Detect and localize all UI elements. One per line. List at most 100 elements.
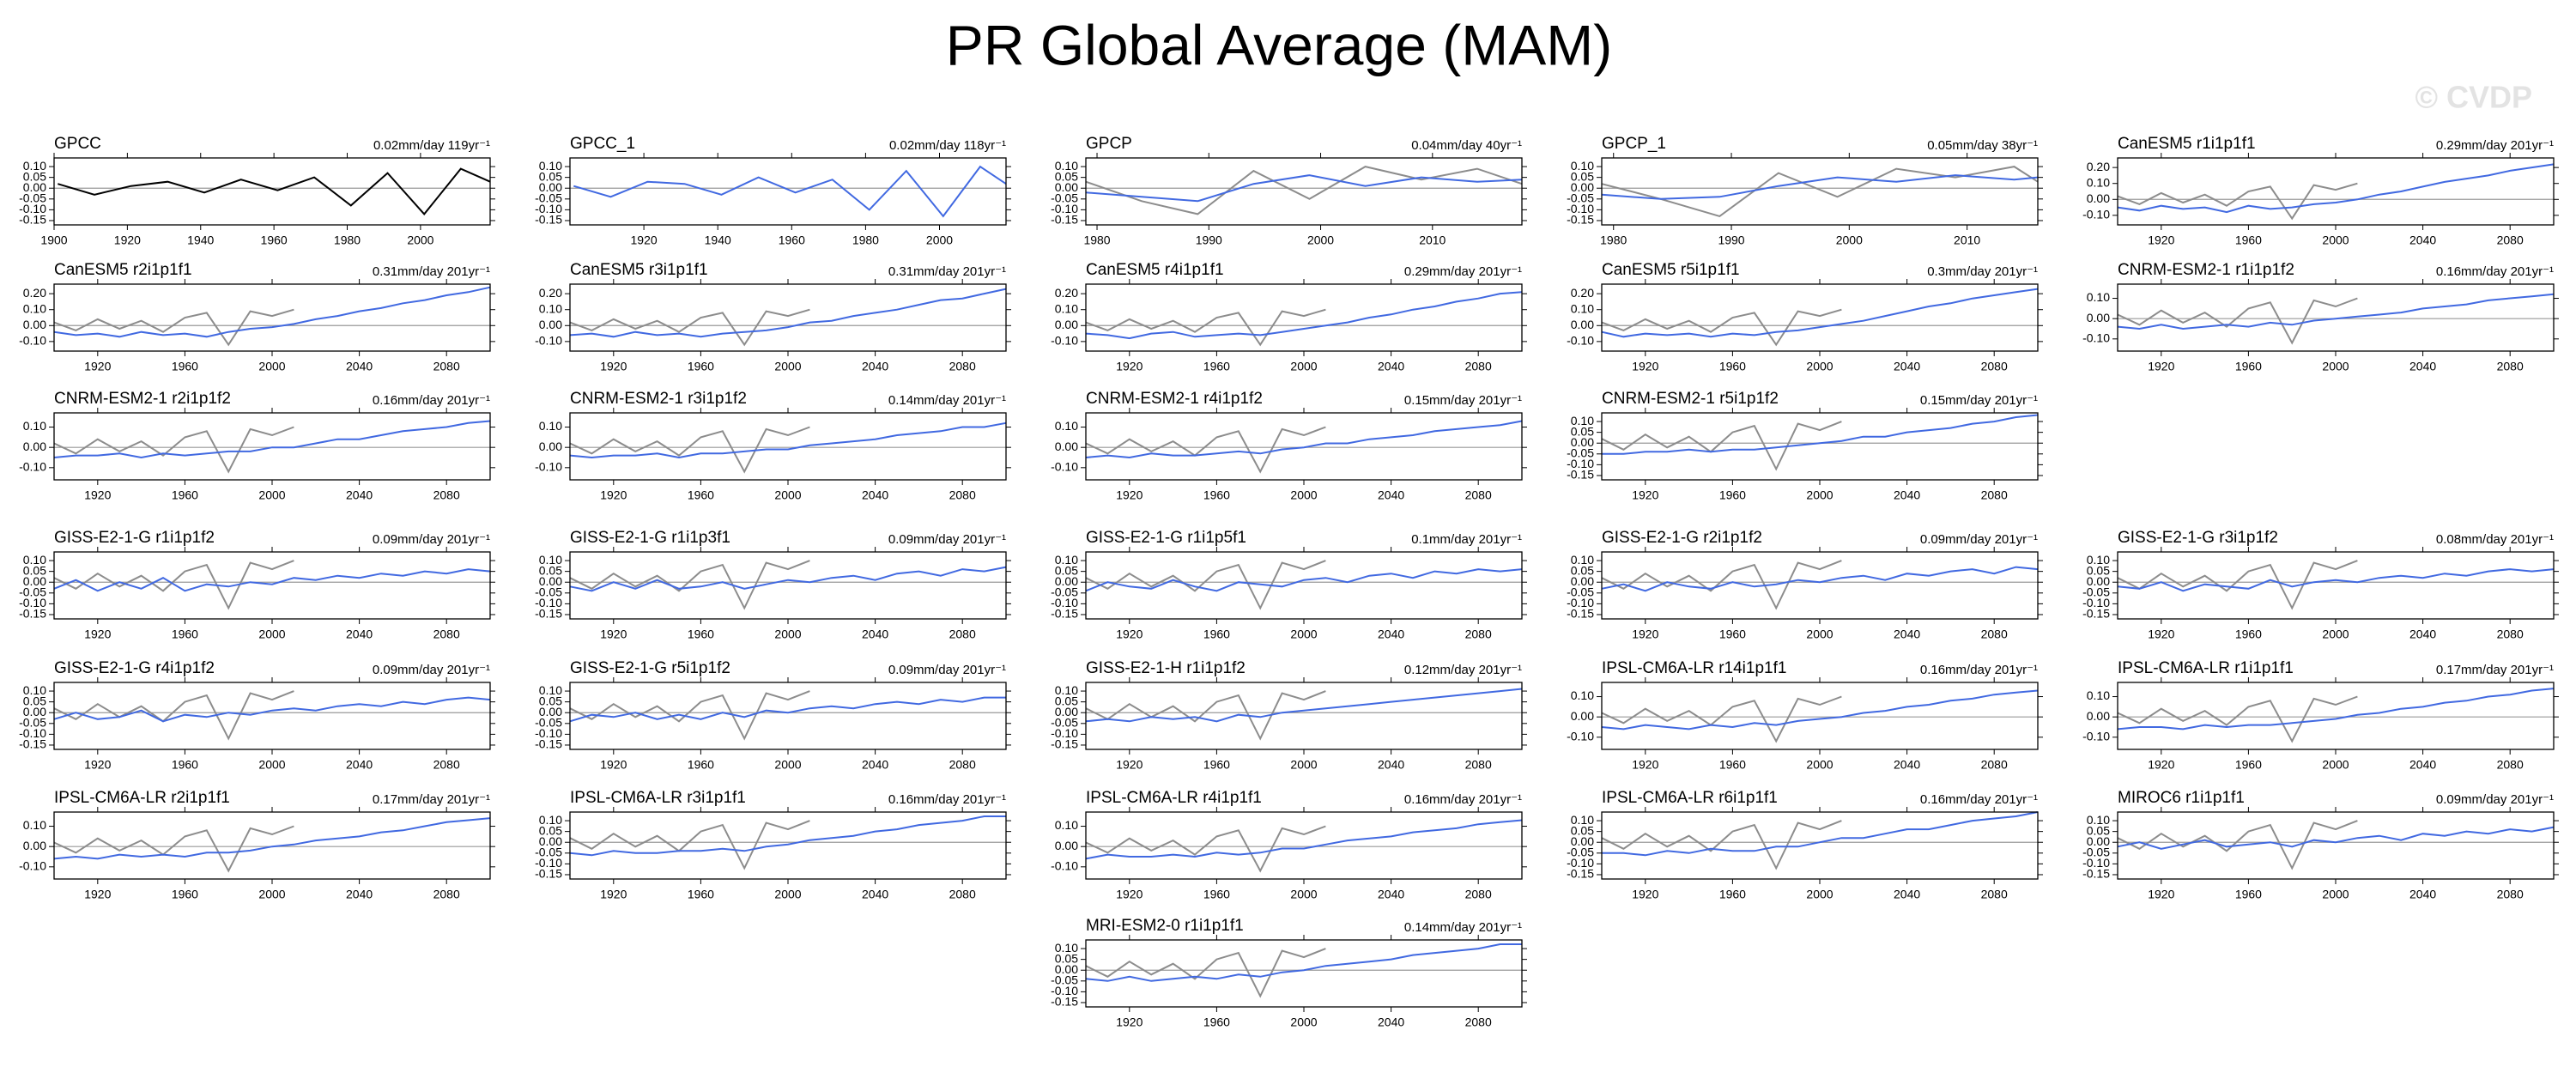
panel-title: IPSL-CM6A-LR r14i1p1f1 <box>1602 659 1786 677</box>
series-line <box>573 165 1007 218</box>
y-tick-label: 0.05 <box>1571 823 1594 837</box>
plot-frame <box>569 412 1007 481</box>
y-tick-label: 0.05 <box>2087 823 2110 837</box>
panel-trend: 0.08mm/day 201yr⁻¹ <box>2436 532 2554 547</box>
series-line <box>1601 174 2039 200</box>
y-tick-label: 0.00 <box>1571 574 1594 588</box>
y-tick-label: -0.10 <box>19 859 46 873</box>
y-tick-label: 0.20 <box>1571 286 1594 300</box>
watermark: © CVDP <box>2415 80 2532 115</box>
y-tick-label: -0.10 <box>535 460 562 474</box>
x-tick-label: 2000 <box>774 888 801 901</box>
x-tick-label: 2040 <box>1894 488 1920 502</box>
y-tick-label: 0.05 <box>23 169 46 183</box>
x-tick-label: 1960 <box>1719 360 1746 373</box>
series-line <box>569 566 1007 592</box>
x-tick-label: 1960 <box>261 233 288 247</box>
x-tick-label: 1960 <box>688 488 714 502</box>
x-tick-label: 1960 <box>172 360 198 373</box>
y-tick-label: 0.10 <box>23 301 46 315</box>
plot-frame <box>53 157 491 226</box>
x-tick-label: 2000 <box>2322 758 2349 772</box>
y-tick-label: -0.10 <box>19 596 46 609</box>
panel-title: CNRM-ESM2-1 r3i1p1f2 <box>570 390 747 408</box>
x-tick-label: 1920 <box>1632 758 1658 772</box>
panel-trend: 0.29mm/day 201yr⁻¹ <box>2436 138 2554 153</box>
y-tick-label: 0.10 <box>23 419 46 433</box>
series-line <box>569 288 1007 338</box>
y-tick-label: -0.10 <box>1567 457 1594 470</box>
y-tick-label: 0.00 <box>539 834 562 848</box>
series-line <box>53 308 294 347</box>
y-tick-label: -0.10 <box>1051 984 1078 997</box>
x-tick-label: 1980 <box>1600 233 1627 247</box>
panel-title: IPSL-CM6A-LR r3i1p1f1 <box>570 789 746 807</box>
y-tick-label: 0.00 <box>2087 191 2110 205</box>
y-tick-label: 0.00 <box>1055 318 1078 331</box>
y-tick-label: 0.10 <box>1571 414 1594 427</box>
x-tick-label: 2040 <box>346 758 373 772</box>
y-tick-label: 0.10 <box>1055 159 1078 173</box>
y-tick-label: -0.05 <box>1051 716 1078 730</box>
series-line <box>1085 174 1523 203</box>
y-tick-label: 0.10 <box>1055 683 1078 697</box>
x-tick-label: 2000 <box>1290 888 1317 901</box>
x-tick-label: 2080 <box>433 488 460 502</box>
x-tick-label: 1960 <box>172 627 198 641</box>
panel-trend: 0.09mm/day 201yr⁻¹ <box>373 532 490 547</box>
panel-title: GISS-E2-1-G r3i1p1f2 <box>2118 529 2278 547</box>
series-line <box>569 421 1007 459</box>
series-line <box>53 696 491 723</box>
y-tick-label: -0.10 <box>2082 208 2110 221</box>
y-tick-label: 0.10 <box>2087 813 2110 827</box>
y-tick-label: 0.10 <box>1571 301 1594 315</box>
x-tick-label: 1920 <box>1116 888 1143 901</box>
x-tick-label: 2080 <box>2497 627 2524 641</box>
panel-trend: 0.16mm/day 201yr⁻¹ <box>2436 264 2554 279</box>
series-line <box>1601 308 1842 347</box>
x-tick-label: 1960 <box>1719 627 1746 641</box>
y-tick-label: -0.15 <box>19 607 46 621</box>
x-tick-label: 2040 <box>2409 360 2436 373</box>
y-tick-label: -0.05 <box>1051 973 1078 987</box>
series-line <box>53 560 294 610</box>
x-tick-label: 1920 <box>1116 1015 1143 1029</box>
x-tick-label: 2000 <box>926 233 953 247</box>
y-tick-label: 0.10 <box>539 301 562 315</box>
y-tick-label: 0.00 <box>539 705 562 718</box>
panel-trend: 0.14mm/day 201yr⁻¹ <box>888 393 1006 408</box>
x-tick-label: 2080 <box>1981 758 2008 772</box>
y-tick-label: -0.10 <box>1051 334 1078 348</box>
y-tick-label: 0.10 <box>539 159 562 173</box>
panel-title: GPCC_1 <box>570 135 635 153</box>
x-tick-label: 1960 <box>2235 888 2262 901</box>
y-tick-label: 0.00 <box>539 318 562 331</box>
y-tick-label: -0.15 <box>535 867 562 881</box>
x-tick-label: 1920 <box>600 627 627 641</box>
x-tick-label: 1960 <box>1719 758 1746 772</box>
series-line <box>2117 820 2358 870</box>
x-tick-label: 2080 <box>949 758 976 772</box>
y-tick-label: 0.20 <box>539 286 562 300</box>
y-tick-label: 0.10 <box>539 419 562 433</box>
x-tick-label: 1960 <box>172 888 198 901</box>
x-tick-label: 1920 <box>600 488 627 502</box>
x-tick-label: 2040 <box>1894 888 1920 901</box>
x-tick-label: 1960 <box>2235 758 2262 772</box>
x-tick-label: 2040 <box>862 627 888 641</box>
series-line <box>1602 414 2039 455</box>
y-tick-label: 0.10 <box>1055 301 1078 315</box>
x-tick-label: 1980 <box>334 233 361 247</box>
y-tick-label: 0.00 <box>1055 962 1078 976</box>
y-tick-label: 0.10 <box>2087 175 2110 189</box>
x-tick-label: 2040 <box>862 888 888 901</box>
x-tick-label: 2000 <box>258 627 285 641</box>
y-tick-label: -0.15 <box>2082 607 2110 621</box>
plot-frame <box>1085 412 1523 481</box>
x-tick-label: 1920 <box>600 888 627 901</box>
panel-trend: 0.15mm/day 201yr⁻¹ <box>1404 393 1522 408</box>
series-line <box>2117 688 2555 730</box>
x-tick-label: 2000 <box>2322 888 2349 901</box>
panel-trend: 0.04mm/day 40yr⁻¹ <box>1411 138 1522 153</box>
x-tick-label: 2000 <box>407 233 433 247</box>
